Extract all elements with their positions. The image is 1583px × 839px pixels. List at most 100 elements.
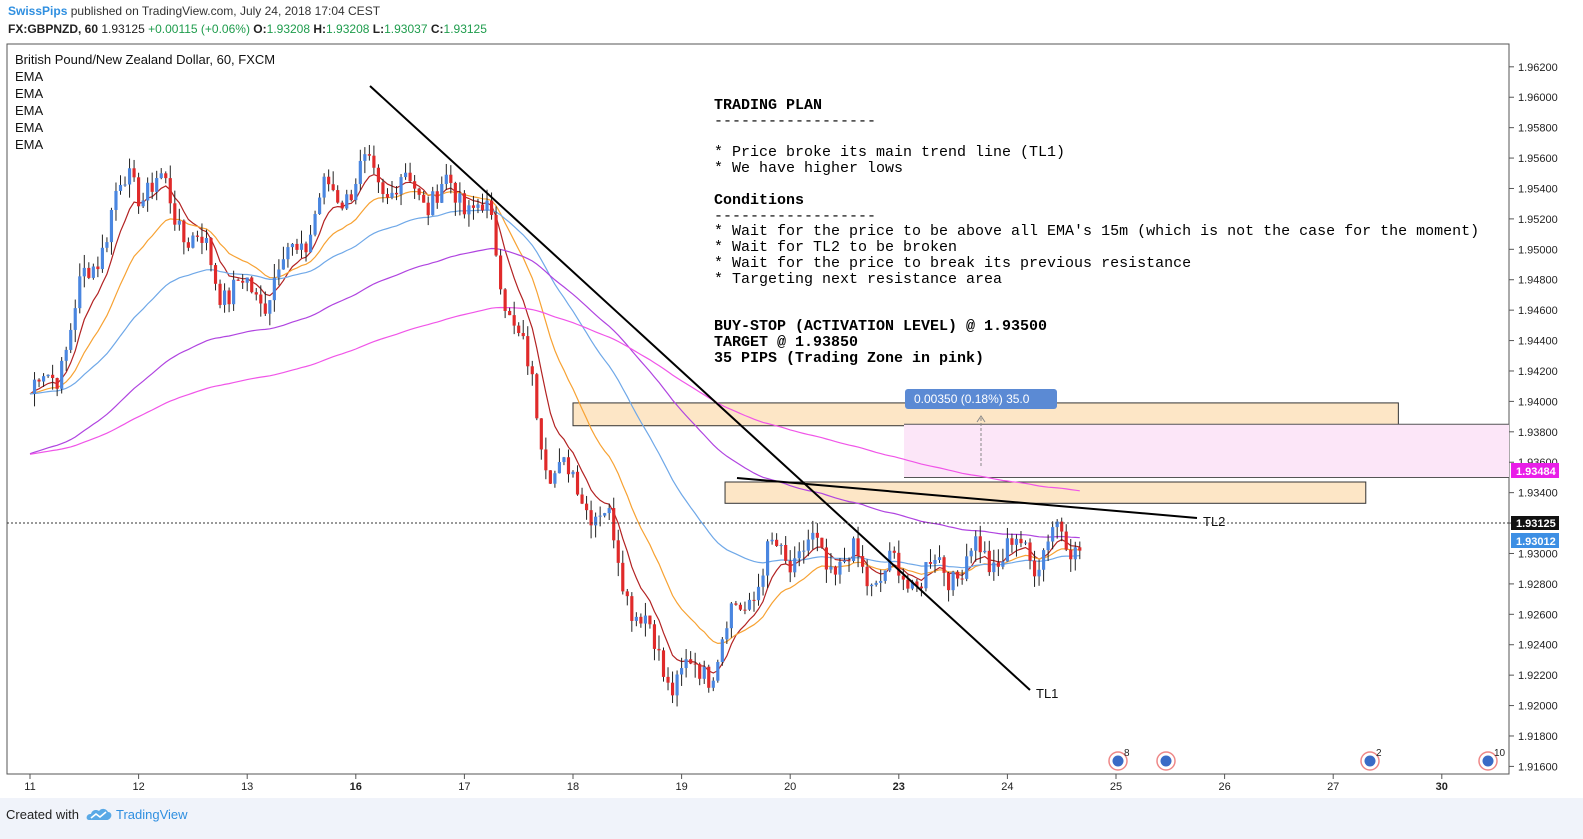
candle-body <box>752 599 756 601</box>
candle-body <box>318 197 322 215</box>
candle-body <box>621 562 625 592</box>
candle-body <box>55 378 59 389</box>
candle-body <box>770 539 774 542</box>
badge-current: 1.93125 <box>1516 518 1556 530</box>
publish-text: published on TradingView.com, July 24, 2… <box>70 4 381 18</box>
candle-body <box>46 374 50 377</box>
candle-body <box>431 191 435 216</box>
candle-body <box>259 294 263 304</box>
badge-upper: 1.93484 <box>1516 466 1557 478</box>
tradingview-link[interactable]: TradingView <box>116 807 188 822</box>
candle-body <box>842 560 847 562</box>
candle-body <box>693 663 697 665</box>
legend-ema-4[interactable]: EMA <box>15 120 44 135</box>
candle-body <box>100 247 104 270</box>
ema-line-4 <box>29 247 1080 539</box>
legend-title: British Pound/New Zealand Dollar, 60, FX… <box>15 52 275 67</box>
legend-ema-1[interactable]: EMA <box>15 69 44 84</box>
candle-body <box>82 267 86 277</box>
candle-body <box>652 624 657 649</box>
candle-body <box>530 366 534 375</box>
candle-body <box>833 566 838 575</box>
y-tick-label: 1.96000 <box>1518 92 1558 104</box>
candle-body <box>634 616 638 621</box>
candle-body <box>630 596 634 621</box>
candle-body <box>761 575 765 587</box>
price-change: +0.00115 (+0.06%) <box>148 22 250 36</box>
candle-body <box>195 235 200 237</box>
candle-body <box>109 209 114 243</box>
candle-body <box>213 265 218 284</box>
candle-body <box>897 552 901 576</box>
h-label: H: <box>313 22 327 36</box>
plan-line: * Targeting next resistance area <box>714 270 1003 288</box>
candle-body <box>689 659 693 664</box>
y-tick-label: 1.95200 <box>1518 214 1558 226</box>
candle-body <box>349 194 353 201</box>
ema-line-2 <box>29 190 1080 645</box>
candle-body <box>960 578 964 580</box>
candle-body <box>408 172 412 182</box>
price-axis[interactable]: 1.96200 1.96000 1.95800 1.95600 1.95400 1.952… <box>1509 62 1558 774</box>
trading-plan-note: TRADING PLAN ------------------ * Price … <box>714 98 1479 367</box>
candle-body <box>571 471 575 475</box>
plan-line: 35 PIPS (Trading Zone in pink) <box>714 349 985 367</box>
trendline-tl2 <box>736 477 1198 519</box>
candle-body <box>756 586 761 601</box>
candle-body <box>1073 547 1077 560</box>
publisher-name[interactable]: SwissPips <box>8 4 68 18</box>
candle-body <box>159 173 163 179</box>
candle-body <box>517 325 521 334</box>
candle-body <box>304 243 308 253</box>
candle-body <box>435 191 439 203</box>
candle-body <box>978 536 982 553</box>
candle-body <box>856 538 860 557</box>
plan-line: Conditions <box>714 191 805 209</box>
candle-body <box>937 557 942 560</box>
candle-body <box>625 591 629 597</box>
candle-body <box>992 562 996 573</box>
candle-body <box>250 277 254 293</box>
candle-body <box>299 243 304 250</box>
candle-body <box>512 315 516 326</box>
measure-arrowhead <box>976 415 986 423</box>
chart[interactable]: 1.96200 1.96000 1.95800 1.95600 1.95400 1.952… <box>0 0 1583 798</box>
candle-body <box>824 547 828 570</box>
o-label: O: <box>253 22 267 36</box>
candle-body <box>765 541 770 576</box>
x-tick-label: 23 <box>893 781 905 793</box>
y-tick-label: 1.93800 <box>1518 427 1558 439</box>
y-tick-label: 1.92600 <box>1518 609 1558 621</box>
candle-body <box>915 581 919 587</box>
candle-body <box>996 562 1000 567</box>
candle-body <box>815 532 819 538</box>
candle-body <box>1005 538 1009 562</box>
plan-line: BUY-STOP (ACTIVATION LEVEL) @ 1.93500 <box>714 318 1048 336</box>
x-tick-label: 11 <box>24 781 35 793</box>
candle-body <box>64 349 68 361</box>
candle-body <box>1060 521 1064 532</box>
created-with-text: Created with <box>6 807 79 822</box>
legend-ema-2[interactable]: EMA <box>15 86 44 101</box>
legend-ema-5[interactable]: EMA <box>15 137 44 152</box>
candle-body <box>1028 542 1032 561</box>
candle-body <box>422 194 426 203</box>
time-axis[interactable]: 11 12 13 16 17 18 19 20 23 24 25 26 27 30 <box>24 774 1448 793</box>
candle-body <box>539 418 543 450</box>
ema-line-1 <box>29 173 1080 674</box>
candle-body <box>449 174 453 183</box>
event-flag-inner-icon <box>1364 755 1376 767</box>
plan-line: * We have higher lows <box>714 160 904 178</box>
candle-body <box>1010 538 1014 545</box>
candle-body <box>1064 531 1068 550</box>
candle-body <box>141 200 145 207</box>
tl1-label: TL1 <box>1036 686 1058 701</box>
candle-body <box>802 550 806 552</box>
y-tick-label: 1.92000 <box>1518 701 1558 713</box>
candle-body <box>720 639 724 662</box>
x-tick-label: 20 <box>784 781 796 793</box>
legend-ema-3[interactable]: EMA <box>15 103 44 118</box>
candle-body <box>924 562 928 589</box>
candle-body <box>218 283 222 305</box>
y-tick-label: 1.95000 <box>1518 244 1558 256</box>
